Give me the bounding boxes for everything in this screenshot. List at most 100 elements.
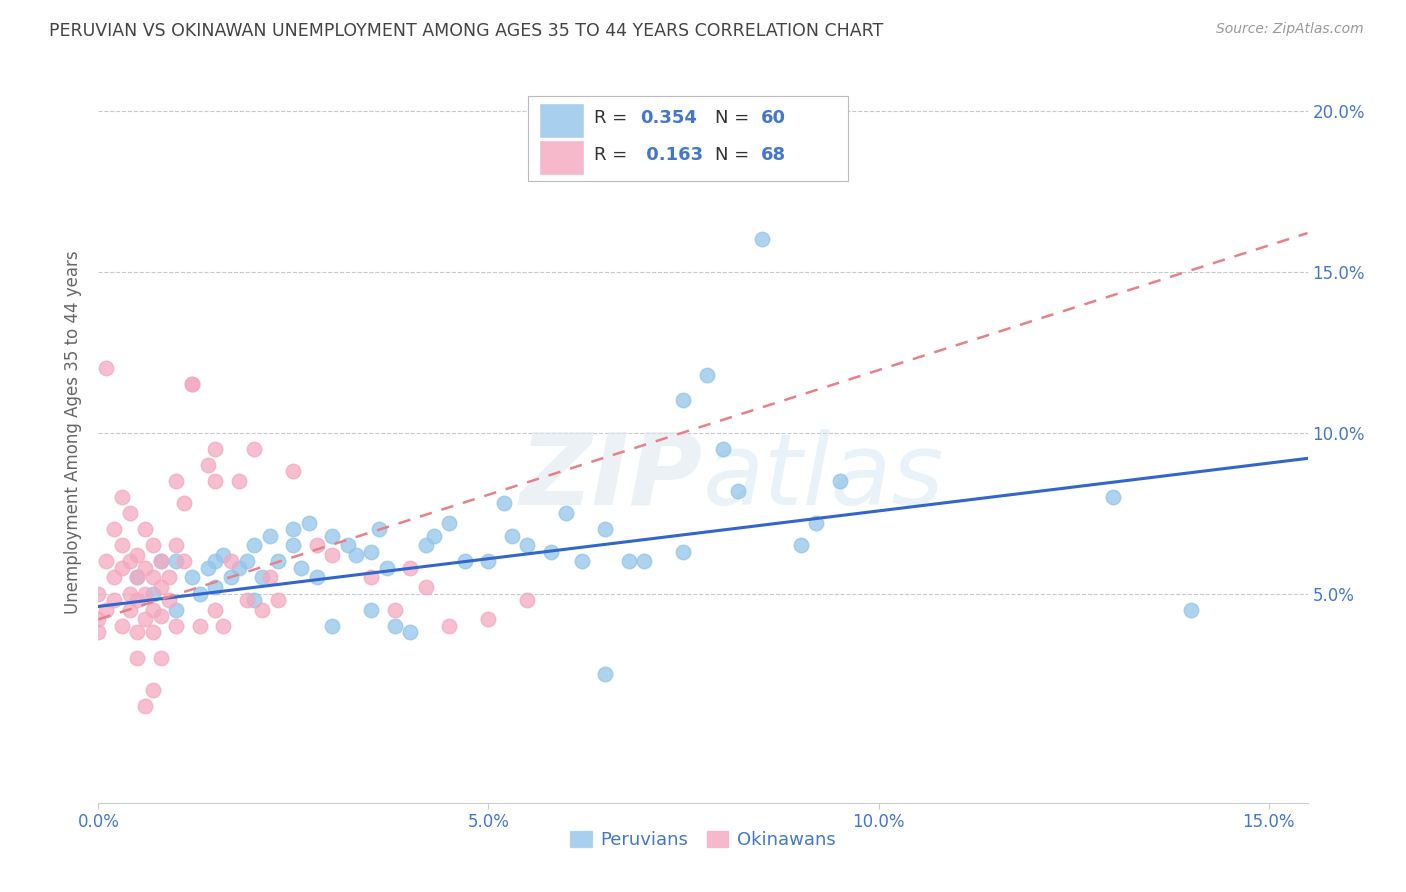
Point — [696, 368, 718, 382]
Point — [134, 612, 156, 626]
Point — [197, 561, 219, 575]
Point — [439, 619, 461, 633]
Point — [595, 667, 617, 681]
Point — [305, 538, 328, 552]
Text: R =: R = — [595, 109, 633, 127]
Point — [103, 570, 125, 584]
Point — [828, 474, 851, 488]
Point — [212, 619, 235, 633]
Point — [204, 442, 226, 456]
Point — [111, 619, 134, 633]
Point — [165, 602, 187, 616]
Point — [118, 554, 141, 568]
Point — [87, 625, 110, 640]
Text: N =: N = — [716, 109, 755, 127]
Point — [595, 522, 617, 536]
Point — [368, 522, 391, 536]
Point — [789, 538, 811, 552]
Point — [375, 561, 398, 575]
Point — [111, 561, 134, 575]
Point — [516, 538, 538, 552]
Point — [127, 570, 149, 584]
Point — [243, 593, 266, 607]
Point — [751, 232, 773, 246]
Point — [235, 593, 257, 607]
Point — [127, 651, 149, 665]
Point — [96, 602, 118, 616]
Point — [1180, 602, 1202, 616]
Point — [134, 522, 156, 536]
Point — [267, 554, 290, 568]
Point — [111, 490, 134, 504]
Point — [142, 538, 165, 552]
Point — [142, 625, 165, 640]
Point — [173, 554, 195, 568]
Point — [477, 612, 499, 626]
Point — [181, 377, 204, 392]
Point — [360, 602, 382, 616]
Point — [298, 516, 321, 530]
Point — [571, 554, 593, 568]
Text: 0.163: 0.163 — [640, 146, 703, 164]
Point — [399, 625, 422, 640]
Point — [555, 506, 578, 520]
Text: 68: 68 — [761, 146, 786, 164]
Point — [204, 554, 226, 568]
Point — [337, 538, 360, 552]
Point — [188, 619, 211, 633]
Point — [219, 554, 242, 568]
Point — [321, 548, 343, 562]
Point — [494, 496, 516, 510]
Point — [259, 570, 281, 584]
Point — [127, 548, 149, 562]
Point — [454, 554, 477, 568]
Point — [118, 506, 141, 520]
Text: 0.354: 0.354 — [640, 109, 697, 127]
Point — [165, 538, 187, 552]
Y-axis label: Unemployment Among Ages 35 to 44 years: Unemployment Among Ages 35 to 44 years — [65, 251, 83, 615]
Point — [243, 442, 266, 456]
Legend: Peruvians, Okinawans: Peruvians, Okinawans — [562, 824, 844, 856]
Point — [181, 377, 204, 392]
Point — [134, 561, 156, 575]
Point — [633, 554, 655, 568]
Point — [149, 554, 172, 568]
Point — [727, 483, 749, 498]
Text: atlas: atlas — [703, 428, 945, 525]
FancyBboxPatch shape — [527, 95, 848, 181]
Point — [399, 561, 422, 575]
Point — [111, 538, 134, 552]
Point — [149, 580, 172, 594]
Point — [1101, 490, 1123, 504]
Point — [149, 609, 172, 624]
Point — [228, 561, 250, 575]
Point — [540, 545, 562, 559]
Point — [103, 522, 125, 536]
Point — [344, 548, 367, 562]
Point — [711, 442, 734, 456]
Point — [672, 393, 695, 408]
Point — [165, 474, 187, 488]
Text: PERUVIAN VS OKINAWAN UNEMPLOYMENT AMONG AGES 35 TO 44 YEARS CORRELATION CHART: PERUVIAN VS OKINAWAN UNEMPLOYMENT AMONG … — [49, 22, 883, 40]
Point — [188, 586, 211, 600]
Text: R =: R = — [595, 146, 633, 164]
Point — [252, 602, 274, 616]
Point — [228, 474, 250, 488]
Point — [243, 538, 266, 552]
Point — [181, 570, 204, 584]
Point — [423, 528, 446, 542]
Point — [197, 458, 219, 472]
Point — [142, 586, 165, 600]
Point — [173, 496, 195, 510]
Point — [149, 554, 172, 568]
Point — [360, 545, 382, 559]
Point — [219, 570, 242, 584]
Point — [501, 528, 523, 542]
Point — [157, 570, 180, 584]
Point — [87, 612, 110, 626]
Point — [204, 474, 226, 488]
Point — [672, 545, 695, 559]
Point — [235, 554, 257, 568]
Point — [360, 570, 382, 584]
Point — [165, 554, 187, 568]
